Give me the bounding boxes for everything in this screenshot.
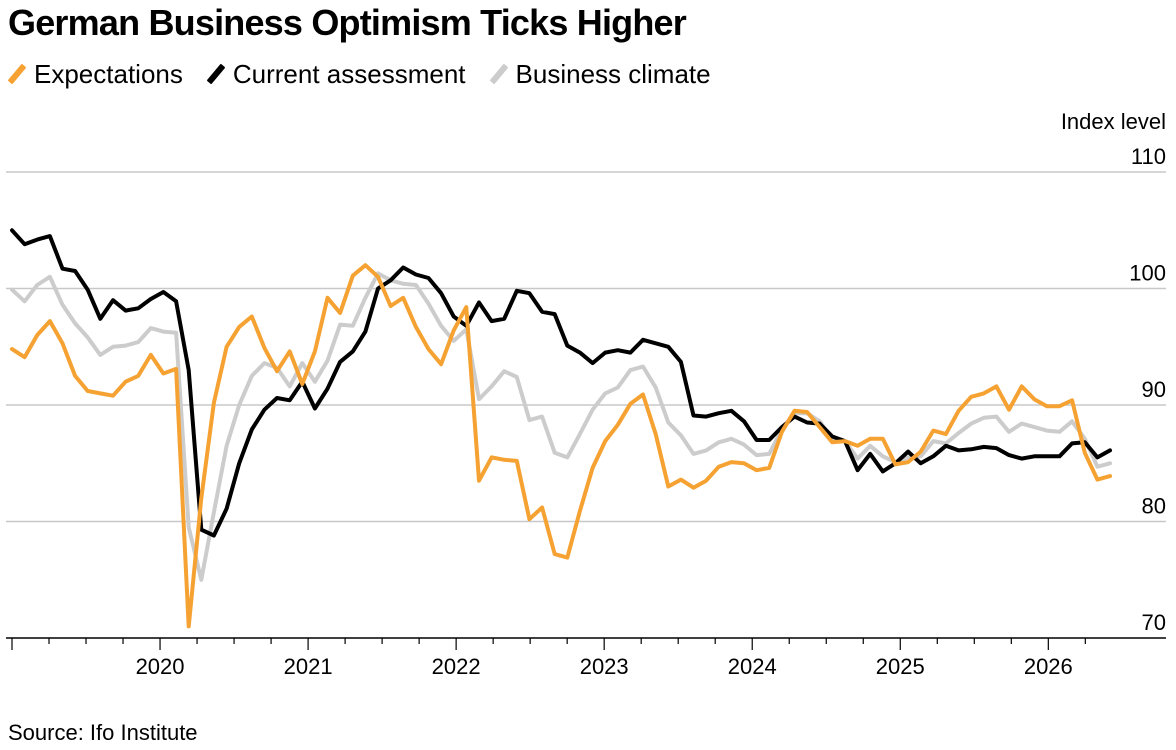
x-tick-label: 2022 bbox=[432, 654, 481, 679]
x-axis: 2020 2021 2022 2023 2024 2025 2026 bbox=[6, 637, 1166, 679]
y-axis-unit-label: Index level bbox=[1061, 109, 1166, 134]
legend-label-business-climate: Business climate bbox=[515, 58, 711, 89]
y-tick-label: 90 bbox=[1142, 377, 1166, 402]
y-tick-label: 70 bbox=[1142, 610, 1166, 635]
x-tick-label: 2025 bbox=[876, 654, 925, 679]
source-note: Source: Ifo Institute bbox=[8, 720, 198, 745]
legend-item-business-climate: Business climate bbox=[489, 58, 711, 90]
series-line-current-assessment bbox=[10, 228, 1112, 538]
y-tick-label: 100 bbox=[1129, 261, 1166, 286]
legend: Expectations Current assessment Business… bbox=[7, 56, 735, 92]
series-layer bbox=[10, 228, 1112, 629]
current-assessment-swatch-icon bbox=[206, 63, 226, 85]
series-line-expectations bbox=[10, 263, 1112, 629]
series-line-business-climate bbox=[10, 271, 1112, 582]
x-tick-label: 2021 bbox=[284, 654, 333, 679]
business-climate-swatch-icon bbox=[489, 63, 508, 85]
legend-label-expectations: Expectations bbox=[34, 58, 183, 89]
x-tick-label: 2026 bbox=[1024, 654, 1073, 679]
y-tick-label: 110 bbox=[1131, 144, 1166, 169]
legend-label-current-assessment: Current assessment bbox=[232, 58, 466, 89]
expectations-swatch-icon bbox=[7, 63, 27, 85]
x-tick-label: 2023 bbox=[580, 654, 629, 679]
legend-item-current-assessment: Current assessment bbox=[206, 58, 466, 90]
chart-title: German Business Optimism Ticks Higher bbox=[8, 2, 687, 43]
x-tick-label: 2024 bbox=[728, 654, 777, 679]
y-tick-label: 80 bbox=[1142, 494, 1166, 519]
legend-item-expectations: Expectations bbox=[7, 58, 183, 90]
x-tick-label: 2020 bbox=[136, 654, 185, 679]
